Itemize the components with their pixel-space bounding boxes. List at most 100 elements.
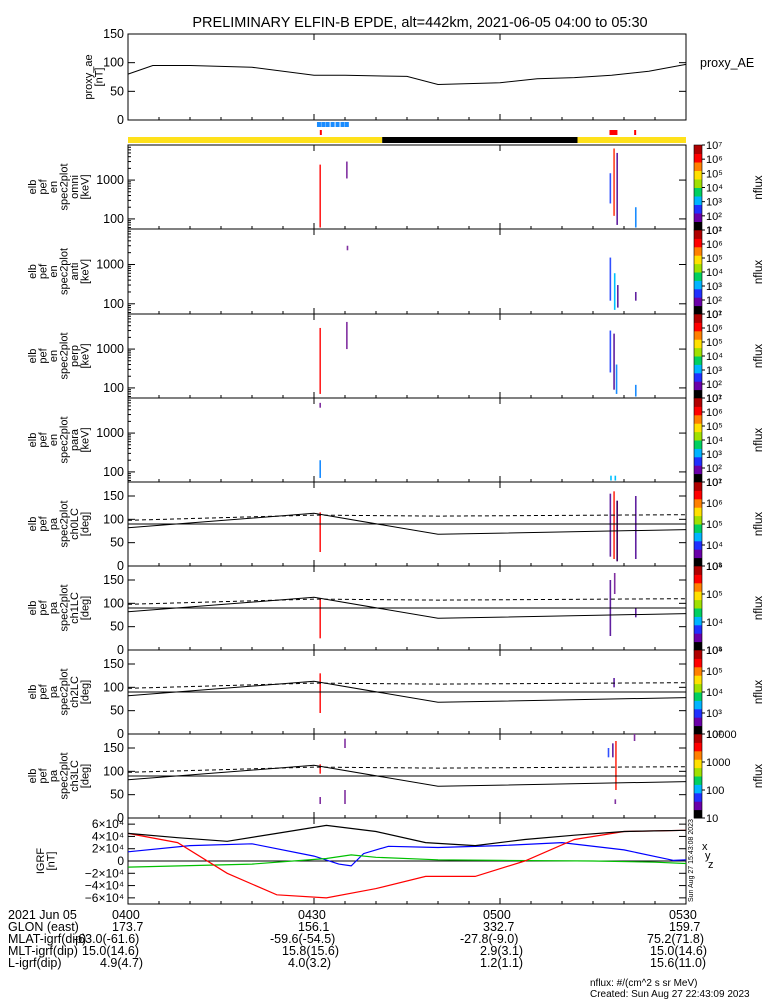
panel-pa-ch0-cbar-seg-5 — [694, 515, 702, 525]
panel-pa-ch3-cbar-seg-1 — [694, 801, 702, 811]
panel-pa-ch3-cbar-seg-3 — [694, 784, 702, 794]
panel-en-omni-cbar-label-2: 10³ — [706, 197, 722, 209]
panel-pa-ch2-ytick-label-1: 50 — [110, 704, 124, 718]
panel-en-omni-ylabel-line-0: elb — [27, 180, 39, 195]
panel-en-para-ylabel-line-3: spec2plot — [58, 416, 70, 463]
panel-en-anti-cbar-seg-7 — [694, 246, 702, 256]
panel-en-omni-ylabel-line-5: [keV] — [79, 174, 91, 199]
panel-en-perp-ylabel-line-4: perp — [69, 345, 81, 367]
panel-pa-ch0-ytick-label-1: 50 — [110, 536, 124, 550]
panel-en-para-cbar-title: nflux — [753, 428, 765, 453]
panel-en-anti-ylabel-line-0: elb — [27, 264, 39, 279]
panel-pa-ch0-cbar-label-0: 10³ — [706, 561, 722, 573]
panel-en-perp-ytick-label-0: 100 — [103, 381, 124, 395]
panel-pa-ch0-cbar-seg-2 — [694, 540, 702, 550]
panel-en-anti-cbar-label-3: 10⁴ — [706, 267, 723, 279]
panel-pa-ch3-cbar-title-group: nflux — [753, 764, 765, 789]
panel-pa-ch2-ylabel-line-5: [deg] — [79, 680, 91, 704]
panel-pa-ch3-ytick-label-0: 0 — [117, 811, 124, 825]
panel-en-anti-cbar-label-6: 10⁷ — [706, 225, 722, 237]
panel-en-para-cbar-label-2: 10³ — [706, 449, 722, 461]
panel-en-omni-ylabel-line-3: spec2plot — [58, 163, 70, 210]
panel-en-perp-cbar-label-1: 10² — [706, 379, 722, 391]
orbit-col3-mlt: 2.9(3.1) — [480, 944, 524, 958]
panel-pa-ch0-ytick-label-2: 100 — [103, 512, 124, 526]
orbit-row-label-mlat: MLAT-igrf(dip) — [8, 932, 87, 946]
panel-en-para-ytick-label-1: 1000 — [96, 426, 124, 440]
panel-pa-ch0-ytick-label-3: 150 — [103, 489, 124, 503]
panel-en-perp-cbar-label-4: 10⁵ — [706, 337, 723, 349]
panel-en-perp-cbar-seg-2 — [694, 372, 702, 382]
panel-en-omni-cbar-seg-5 — [694, 179, 702, 188]
panel-pa-ch2-cbar-seg-3 — [694, 700, 702, 710]
panel-pa-ch2-cbar-seg-8 — [694, 658, 702, 668]
state-bar-segment-0 — [128, 137, 383, 143]
state-bar-segment-1 — [382, 137, 578, 143]
panel-en-omni-cbar-seg-3 — [694, 196, 702, 205]
panel-pa-ch0-cbar-label-1: 10⁴ — [706, 540, 723, 552]
panel-pa-ch0-ylabel-line-3: spec2plot — [58, 500, 70, 547]
panel-pa-ch1-ylabel-line-0: elb — [27, 601, 39, 616]
panel-en-anti-cbar-seg-1 — [694, 297, 702, 307]
panel-en-omni-cbar-label-5: 10⁶ — [706, 154, 723, 166]
panel-en-para-cbar-label-5: 10⁶ — [706, 407, 723, 419]
panel-pa-ch3-ytick-label-2: 100 — [103, 764, 124, 778]
panel-pa-ch2-cbar-title-group: nflux — [753, 680, 765, 705]
panel-pa-ch3-cbar-label-0: 10 — [706, 813, 718, 825]
panel-en-perp-cbar-label-6: 10⁷ — [706, 309, 722, 321]
panel-en-anti-ylabel-line-2: en — [48, 265, 60, 277]
panel-pa-ch3-cbar-seg-7 — [694, 750, 702, 760]
panel-en-perp-ylabel-line-0: elb — [27, 349, 39, 364]
panel-en-omni-cbar-title: nflux — [753, 175, 765, 200]
panel-pa-ch0-cbar-seg-1 — [694, 549, 702, 559]
proxy-ae-ytick-label-2: 100 — [103, 56, 124, 70]
panel-pa-ch2-cbar-seg-5 — [694, 683, 702, 693]
orbit-col1-mlat: -63.0(-61.6) — [74, 932, 140, 946]
proxy-ae-frame — [127, 33, 687, 121]
panel-en-anti-ylabel-line-1: pef — [37, 263, 49, 279]
state-bar-blue-mark-3 — [330, 122, 335, 127]
panel-en-anti-cbar-seg-2 — [694, 288, 702, 298]
panel-pa-ch1-cbar-label-3: 10⁶ — [706, 561, 723, 573]
panel-en-anti-cbar-label-5: 10⁶ — [706, 239, 723, 251]
panel-pa-ch2-cbar-seg-6 — [694, 675, 702, 685]
panel-en-para-cbar-seg-4 — [694, 440, 702, 449]
panel-pa-ch1-ytick-label-2: 100 — [103, 596, 124, 610]
panel-en-para-cbar-title-group: nflux — [753, 428, 765, 453]
panel-pa-ch1-cbar-seg-7 — [694, 582, 702, 592]
panel-en-anti-cbar-title-group: nflux — [753, 260, 765, 285]
orbit-row-label-mlt: MLT-igrf(dip) — [8, 944, 78, 958]
state-bar-red-mark-low-0 — [319, 130, 322, 135]
igrf-ylabel-line-1: [nT] — [45, 852, 57, 871]
panel-pa-ch2-cbar-seg-4 — [694, 692, 702, 701]
igrf-ytick-label-3: 0 — [117, 854, 124, 868]
panel-en-perp-cbar-title-group: nflux — [753, 344, 765, 369]
panel-pa-ch1-ytick-label-3: 150 — [103, 573, 124, 587]
panel-en-para-cbar-label-1: 10² — [706, 463, 722, 475]
panel-pa-ch0-cbar-label-3: 10⁶ — [706, 498, 723, 510]
orbit-row-label-l: L-igrf(dip) — [8, 956, 62, 970]
igrf-legend-z: z — [708, 859, 714, 871]
panel-en-para-frame — [127, 397, 687, 483]
panel-en-anti-cbar-seg-4 — [694, 272, 702, 281]
orbit-col2-l: 4.0(3.2) — [288, 956, 332, 970]
panel-en-para-ylabel-line-2: en — [48, 434, 60, 446]
panel-en-omni-ylabel-line-4: omni — [69, 175, 81, 199]
panel-pa-ch1-ytick-label-1: 50 — [110, 620, 124, 634]
panel-en-perp-cbar-label-5: 10⁶ — [706, 323, 723, 335]
panel-en-perp-cbar-seg-6 — [694, 339, 702, 349]
orbit-col1-mlt: 15.0(14.6) — [82, 944, 139, 958]
panel-en-para-cbar-label-0: 10¹ — [706, 477, 722, 489]
panel-pa-ch2-ytick-label-2: 100 — [103, 680, 124, 694]
panel-pa-ch2-ylabel-line-3: spec2plot — [58, 668, 70, 715]
panel-pa-ch3-cbar-seg-9 — [694, 734, 702, 743]
panel-pa-ch3-cbar-label-2: 1000 — [706, 757, 730, 769]
panel-en-omni-ylabel-line-2: en — [48, 181, 60, 193]
panel-en-perp-cbar-seg-9 — [694, 314, 702, 323]
panel-pa-ch2-cbar-label-3: 10⁵ — [706, 666, 723, 678]
panel-pa-ch0-cbar-seg-9 — [694, 482, 702, 491]
panel-pa-ch3-ylabel-line-4: ch3LC — [69, 760, 81, 792]
